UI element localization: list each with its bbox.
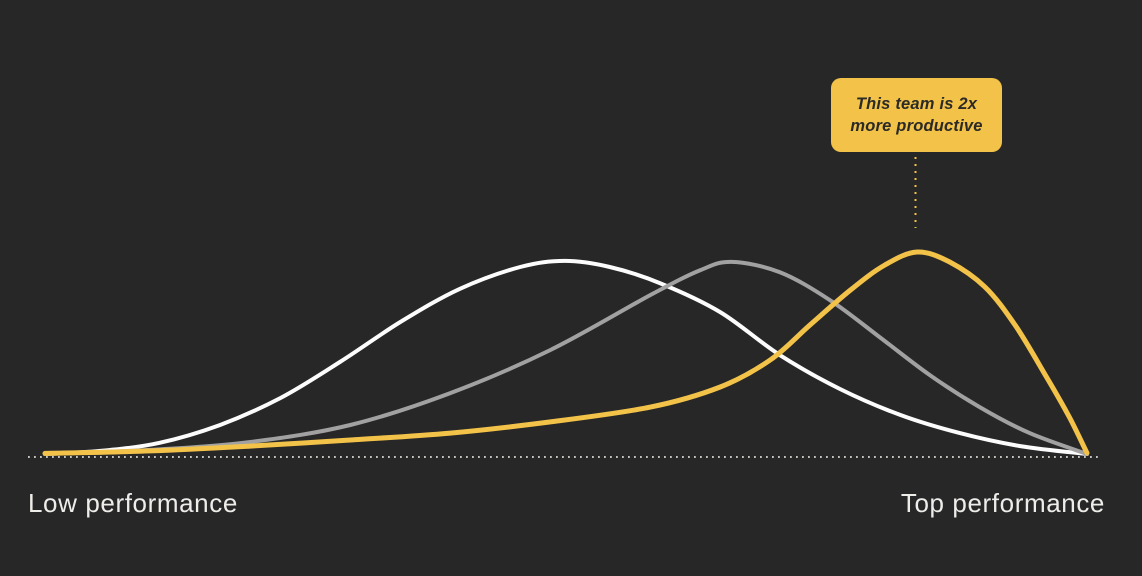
callout-annotation: This team is 2x more productive <box>831 78 1002 152</box>
callout-text-line1: This team is 2x <box>855 94 978 113</box>
curve-white <box>43 258 1089 456</box>
label-top-performance: Top performance <box>900 488 1105 518</box>
curve-yellow <box>42 249 1090 456</box>
curve-gray <box>43 259 1089 456</box>
label-low-performance: Low performance <box>28 488 238 518</box>
callout-text-line2: more productive <box>850 117 983 135</box>
